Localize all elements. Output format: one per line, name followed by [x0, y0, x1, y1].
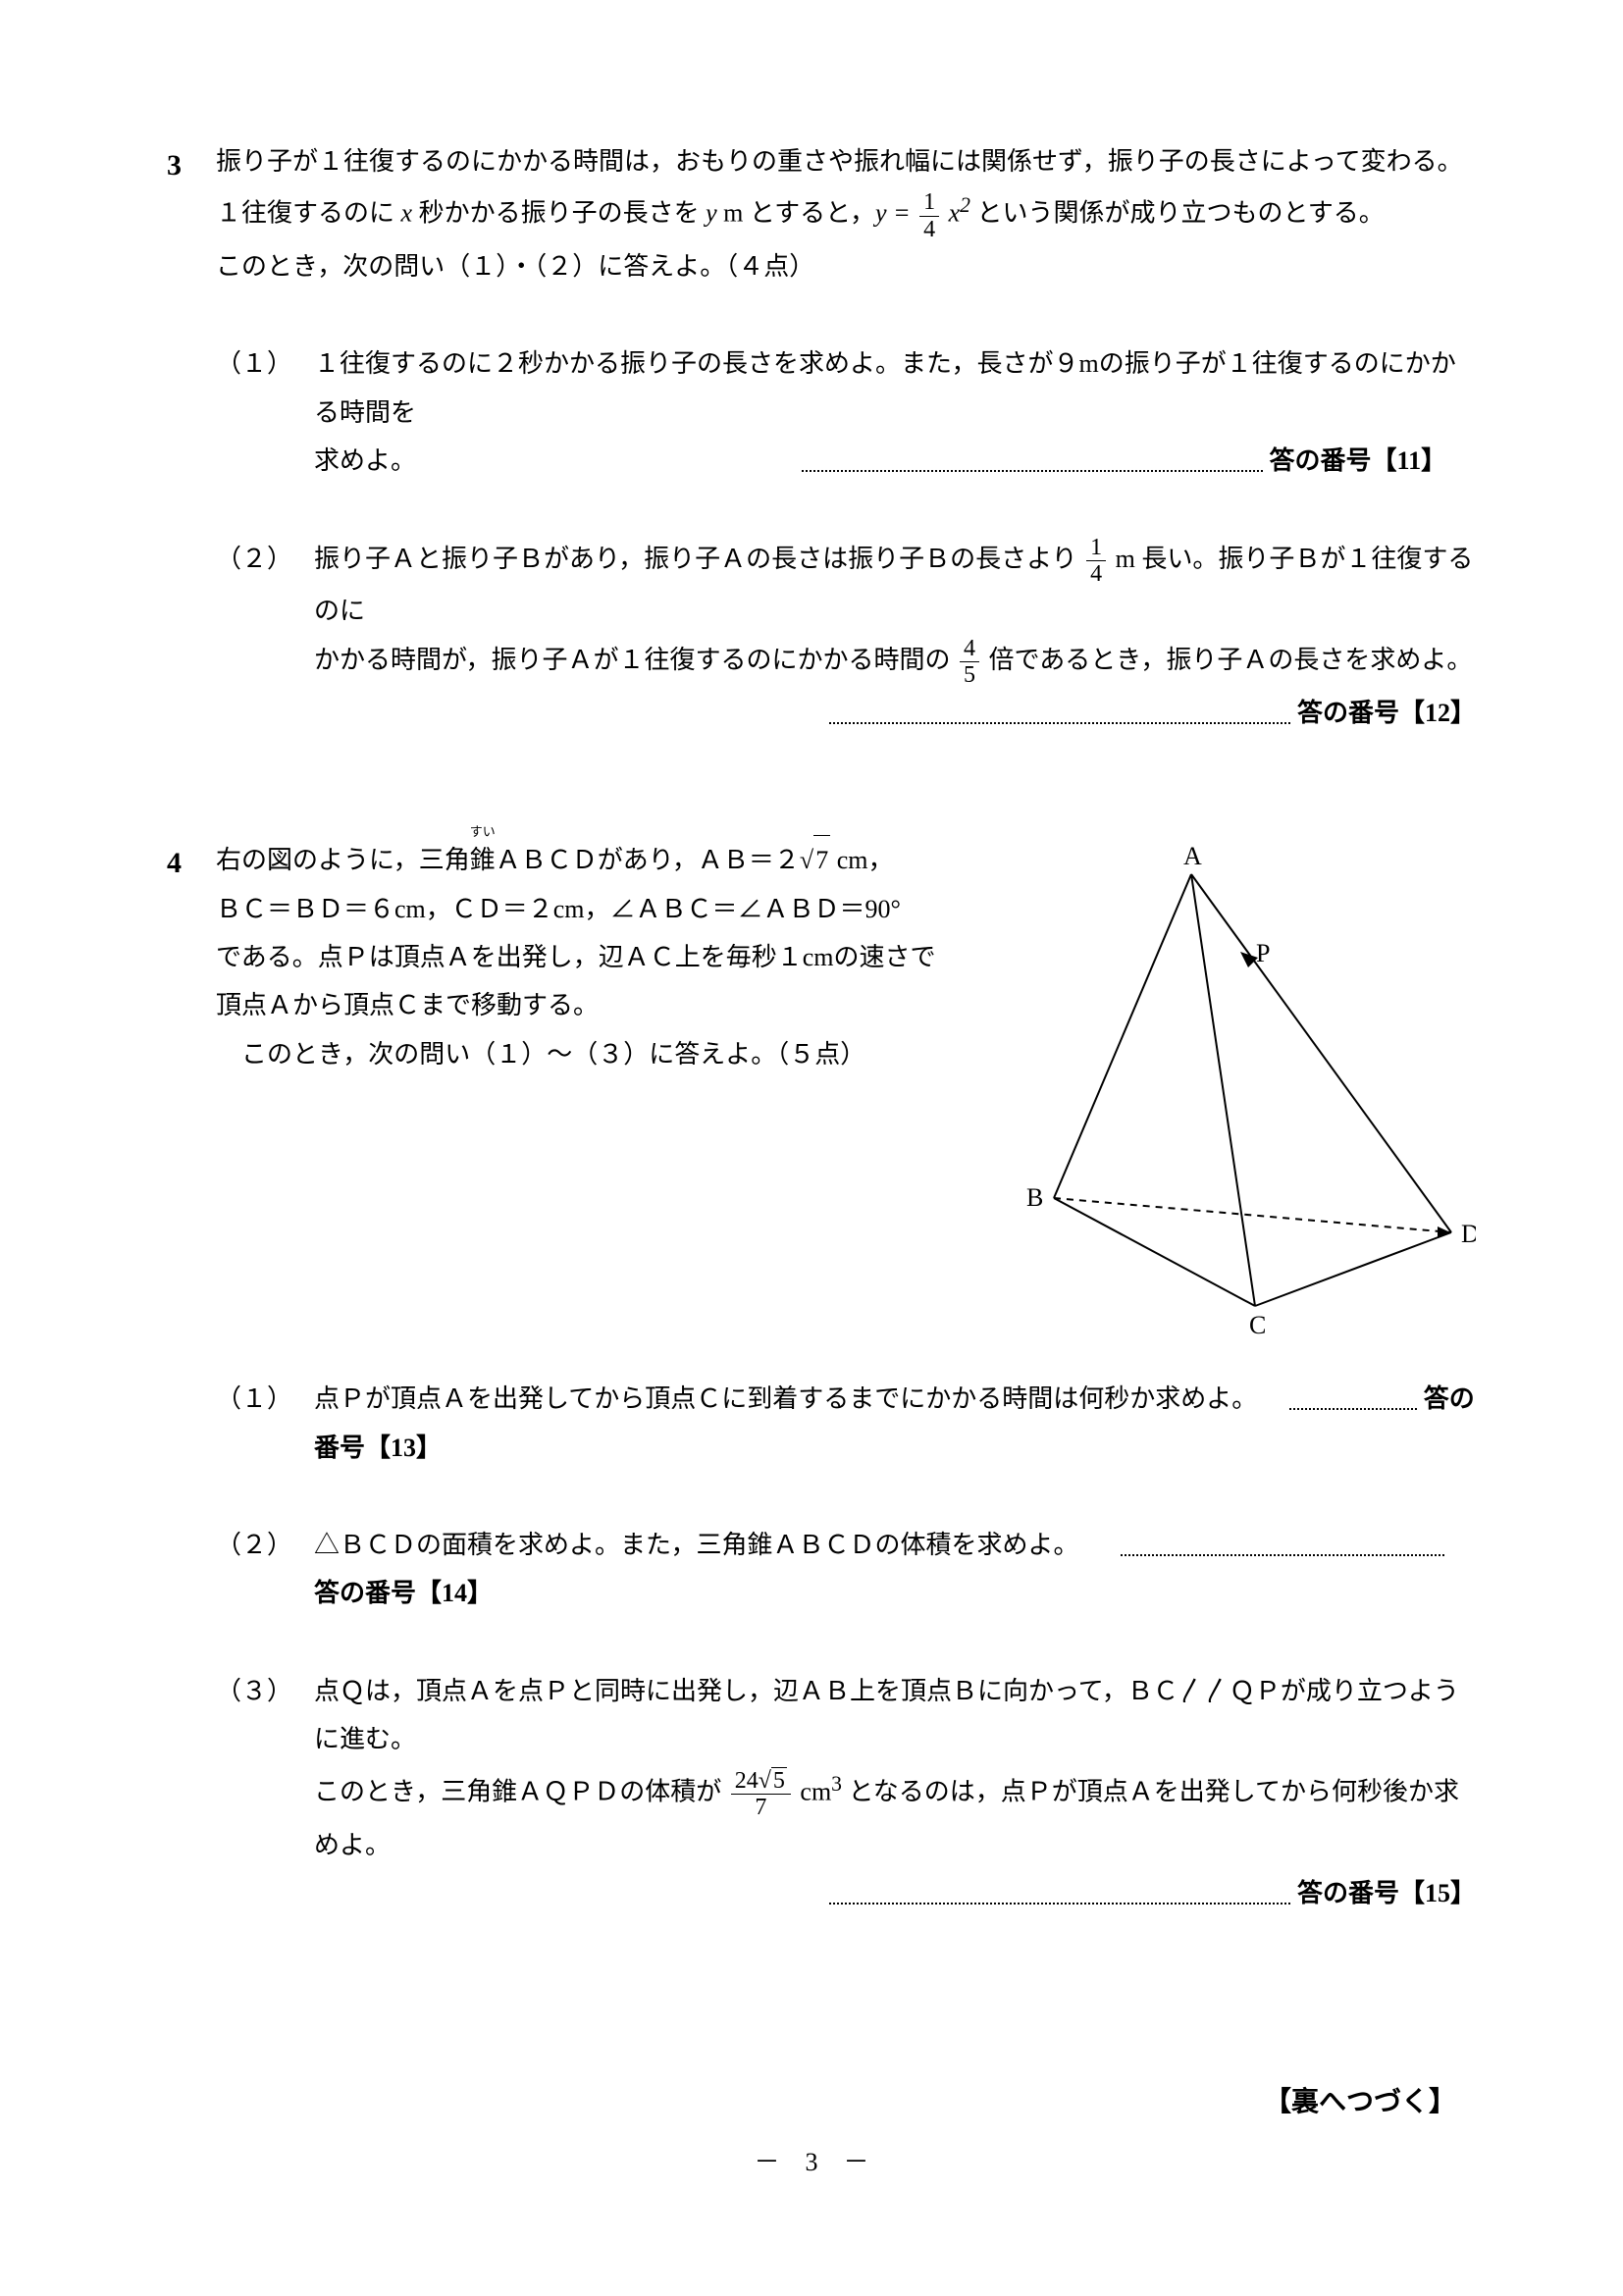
- answer-ref-14: 答の番号【14】: [314, 1579, 493, 1607]
- problem-number-4: 4: [167, 835, 216, 891]
- dotted-leader: [1289, 1392, 1417, 1410]
- problem-4: 4 右の図のように，三角すい錐ＡＢＣＤがあり，ＡＢ＝２7 cm， ＢＣ＝ＢＤ＝６…: [167, 835, 1476, 1917]
- p4-sub3: （３） 点Ｑは，頂点Ａを点Ｐと同時に出発し，辺ＡＢ上を頂点Ｂに向かって，ＢＣ〳〳…: [167, 1667, 1476, 1918]
- problem-3: 3 振り子が１往復するのにかかる時間は，おもりの重さや振れ幅には関係せず，振り子…: [167, 137, 1476, 737]
- p4-sub2: （２） △ＢＣＤの面積を求めよ。また，三角錐ＡＢＣＤの体積を求めよ。 答の番号【…: [167, 1521, 1476, 1618]
- fraction-1-4b: 14: [1086, 535, 1106, 588]
- svg-text:C: C: [1249, 1311, 1266, 1339]
- continue-note: 【裏へつづく】: [1264, 2080, 1456, 2119]
- page-footer: － 3 －: [0, 2142, 1623, 2178]
- svg-text:A: A: [1183, 842, 1202, 870]
- p3-intro-line1: 振り子が１往復するのにかかる時間は，おもりの重さや振れ幅には関係せず，振り子の長…: [216, 137, 1476, 185]
- svg-text:B: B: [1026, 1183, 1043, 1212]
- fraction-1-4: 14: [919, 189, 939, 242]
- answer-ref-15: 答の番号【15】: [1297, 1879, 1476, 1907]
- svg-text:D: D: [1461, 1220, 1476, 1248]
- problem-4-body: 右の図のように，三角すい錐ＡＢＣＤがあり，ＡＢ＝２7 cm， ＢＣ＝ＢＤ＝６cm…: [216, 835, 946, 1078]
- sqrt-7: 7: [800, 835, 830, 884]
- answer-ref-11: 答の番号【11】: [1270, 446, 1447, 475]
- dotted-leader: [1121, 1539, 1444, 1556]
- p3-sub1: （１） １往復するのに２秒かかる振り子の長さを求めよ。また，長さが９mの振り子が…: [167, 339, 1476, 485]
- p3-intro-line3: このとき，次の問い（１）・（２）に答えよ。（４点）: [216, 242, 1476, 290]
- answer-ref-12: 答の番号【12】: [1297, 699, 1476, 727]
- p3-intro-line2: １往復するのに x 秒かかる振り子の長さを y m とすると，y = 14 x2…: [216, 185, 1476, 242]
- problem-number-3: 3: [167, 137, 216, 193]
- dotted-leader: [802, 454, 1263, 472]
- problem-3-body: 振り子が１往復するのにかかる時間は，おもりの重さや振れ幅には関係せず，振り子の長…: [216, 137, 1476, 290]
- svg-text:P: P: [1256, 939, 1270, 967]
- fraction-4-5: 45: [960, 636, 979, 689]
- p3-sub2: （２） 振り子Ａと振り子Ｂがあり，振り子Ａの長さは振り子Ｂの長さより 14 m …: [167, 535, 1476, 738]
- dotted-leader: [829, 1887, 1290, 1905]
- exam-page: 3 振り子が１往復するのにかかる時間は，おもりの重さや振れ幅には関係せず，振り子…: [0, 0, 1623, 2153]
- p4-sub1: （１） 点Ｐが頂点Ａを出発してから頂点Ｃに到着するまでにかかる時間は何秒か求めよ…: [167, 1375, 1476, 1472]
- page-number: 3: [806, 2148, 818, 2176]
- dotted-leader: [829, 706, 1290, 724]
- fraction-24sqrt5-7: 2457: [731, 1767, 791, 1821]
- tetrahedron-figure: A B C D P: [966, 835, 1476, 1345]
